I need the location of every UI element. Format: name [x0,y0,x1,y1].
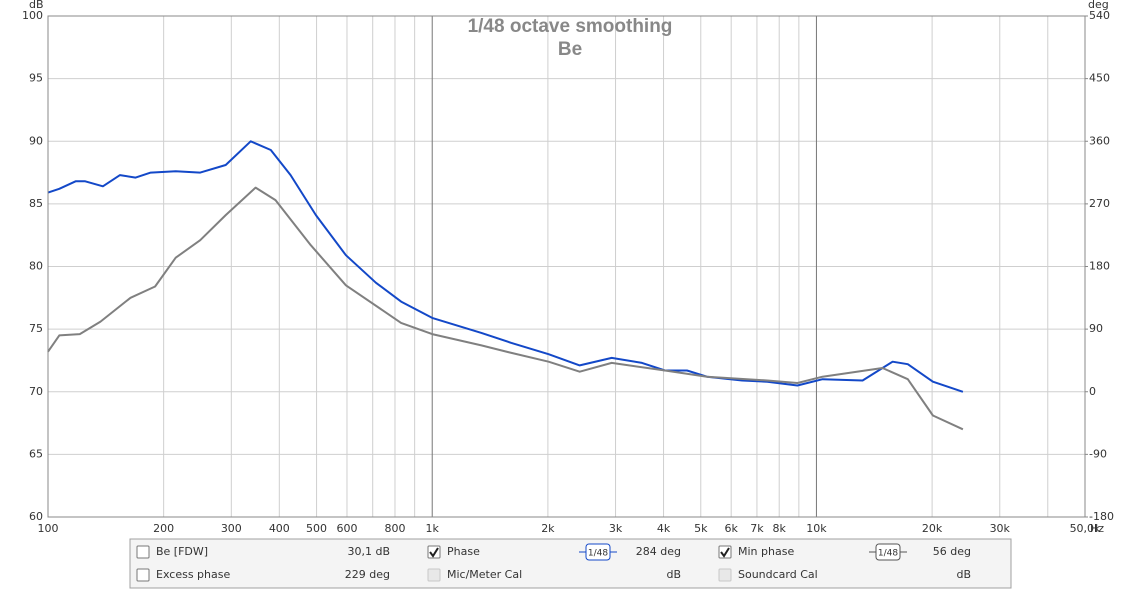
y-tick-label: 90 [29,134,43,147]
y2-axis-label: deg [1088,0,1109,11]
y2-tick-label: -180 [1089,510,1114,523]
y-tick-label: 70 [29,385,43,398]
x-tick-label: 1k [426,522,440,535]
checkmark [720,547,730,558]
x-tick-label: 20k [922,522,943,535]
y2-tick-label: 180 [1089,260,1110,273]
y2-tick-label: 270 [1089,197,1110,210]
x-tick-label: 400 [269,522,290,535]
legend-label: Be [FDW] [156,545,208,558]
y-tick-label: 100 [22,9,43,22]
smoothing-button[interactable] [875,543,901,561]
x-tick-label: 200 [153,522,174,535]
x-tick-label: 7k [750,522,764,535]
smoothing-button[interactable] [585,543,611,561]
x-tick-label: 800 [384,522,405,535]
x-tick-label: 2k [541,522,555,535]
legend-label: Excess phase [156,568,230,581]
smoothing-label: 1/48 [588,549,608,559]
checkbox[interactable] [136,545,150,559]
y-tick-label: 65 [29,447,43,460]
x-tick-label: 10k [806,522,827,535]
y-tick-label: 80 [29,260,43,273]
y2-tick-label: 90 [1089,322,1103,335]
y-tick-label: 75 [29,322,43,335]
y-axis-label: dB [29,0,44,11]
y-tick-label: 95 [29,72,43,85]
legend-value: 284 deg [636,545,681,558]
chart-subtitle: Be [558,39,582,60]
checkbox [427,568,441,582]
series-line [47,186,964,431]
x-tick-label: 6k [725,522,739,535]
x-tick-label: 50,0k [1070,522,1101,535]
y-tick-label: 60 [29,510,43,523]
x-tick-label: 30k [990,522,1011,535]
y-tick-label: 85 [29,197,43,210]
x-tick-label: 600 [336,522,357,535]
x-tick-label: 4k [657,522,671,535]
chart-title: 1/48 octave smoothing [468,16,673,37]
y2-tick-label: 360 [1089,134,1110,147]
legend-value: 229 deg [345,568,390,581]
legend-label: Min phase [738,545,794,558]
legend-label: Soundcard Cal [738,568,818,581]
y2-tick-label: 450 [1089,72,1110,85]
x-tick-label: 8k [773,522,787,535]
x-tick-label: 500 [306,522,327,535]
legend-value: 30,1 dB [347,545,390,558]
x-tick-label: 3k [609,522,623,535]
checkbox[interactable] [136,568,150,582]
series-line [47,140,964,393]
x-tick-label: 300 [221,522,242,535]
y2-tick-label: 540 [1089,9,1110,22]
x-axis-label: Hz [1090,522,1104,535]
legend-value: dB [666,568,681,581]
legend-value: 56 deg [933,545,971,558]
legend-panel [129,538,1012,589]
legend-value: dB [956,568,971,581]
checkmark [429,547,439,558]
checkbox [718,568,732,582]
legend-label: Phase [447,545,480,558]
legend-label: Mic/Meter Cal [447,568,522,581]
y2-tick-label: 0 [1089,385,1096,398]
smoothing-label: 1/48 [878,549,898,559]
x-tick-label: 5k [694,522,708,535]
y2-tick-label: -90 [1089,447,1107,460]
x-tick-label: 100 [38,522,59,535]
